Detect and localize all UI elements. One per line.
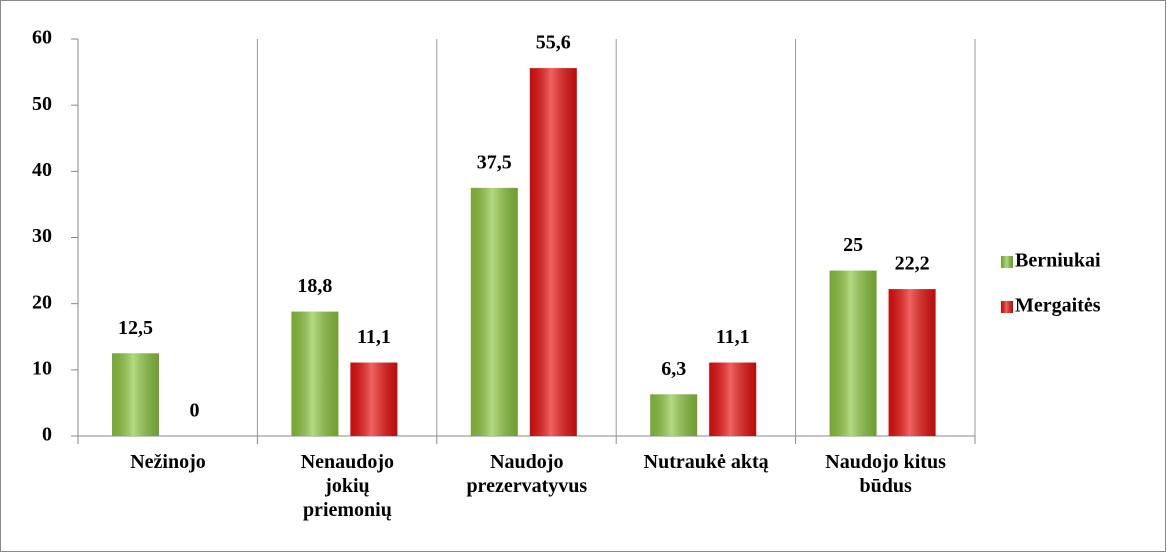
bar-shine [529,68,577,436]
y-tick-label: 40 [32,159,52,181]
data-label: 37,5 [477,151,512,173]
y-tick-label: 60 [32,27,52,49]
y-tick-label: 30 [32,225,52,247]
bar-shine [709,362,757,436]
data-label: 11,1 [716,326,750,348]
data-label: 0 [190,400,200,422]
y-tick-label: 50 [32,93,52,115]
x-tick-label: Nežinojo [130,451,206,473]
bar-shine [888,289,936,436]
bar-shine [112,353,159,436]
y-tick-label: 10 [32,357,52,379]
y-tick-label: 20 [32,291,52,313]
x-tick-label: Nenaudojo jokių priemonių [300,451,395,521]
data-label: 6,3 [661,358,686,380]
x-tick-label: Nutraukė aktą [643,451,769,473]
x-tick-label: Naudojo kitus būdus [825,451,946,497]
bar-shine [350,362,398,436]
y-tick-label: 0 [42,424,52,446]
bar-shine [650,394,698,436]
legend-swatch-shine [1001,256,1013,268]
data-label: 22,2 [895,253,930,275]
legend-label: Berniukai [1015,250,1101,272]
data-label: 11,1 [357,326,391,348]
data-label: 12,5 [118,317,153,339]
data-label: 55,6 [536,32,571,54]
x-tick-label: Naudojo prezervatyvus [466,451,588,497]
bar-shine [291,311,339,436]
legend-swatch-shine [1001,301,1013,313]
data-label: 18,8 [297,275,332,297]
bar-shine [470,187,518,436]
legend-label: Mergaitės [1015,295,1101,317]
data-label: 25 [843,234,863,256]
bar-shine [829,270,877,436]
